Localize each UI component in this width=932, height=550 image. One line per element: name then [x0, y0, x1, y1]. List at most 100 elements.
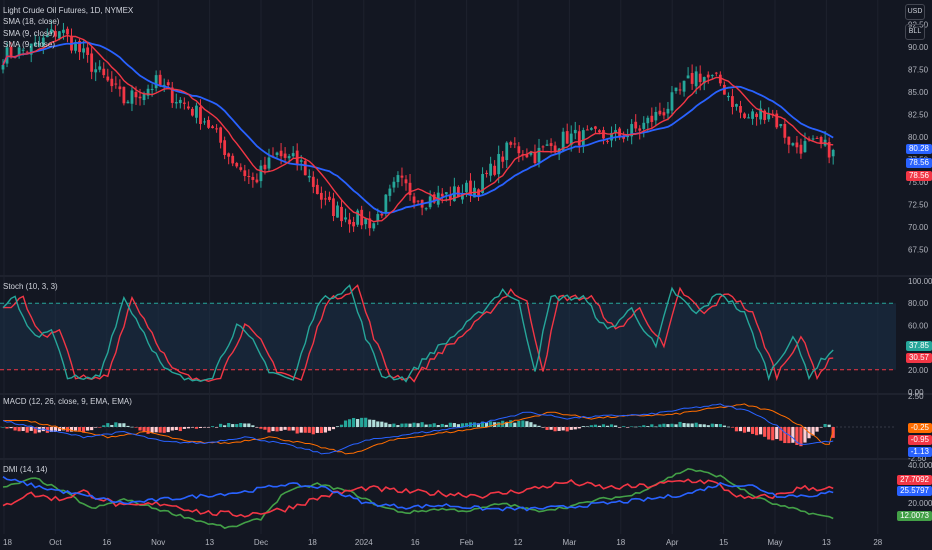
macd-histogram-bar	[17, 427, 21, 432]
macd-histogram-bar	[682, 423, 686, 427]
macd-signal-badge: -0.25	[907, 423, 932, 433]
x-tick-label: Oct	[49, 538, 62, 547]
candle-body	[610, 132, 613, 141]
macd-histogram-bar	[658, 424, 662, 427]
sma-legend-2[interactable]: SMA (9, close)	[3, 29, 56, 38]
candle-body	[614, 130, 617, 134]
macd-histogram-bar	[154, 427, 158, 433]
stoch-d-badge: 30.57	[905, 353, 932, 363]
grid-lines	[0, 0, 932, 534]
unit-button[interactable]: BLL	[905, 24, 925, 40]
candle-body	[9, 46, 13, 58]
candle-body	[376, 214, 380, 222]
macd-histogram-bar	[190, 427, 195, 428]
macd-histogram-bar	[327, 427, 332, 431]
macd-histogram-bar	[170, 427, 174, 431]
candle-body	[545, 144, 549, 146]
macd-histogram-bar	[339, 424, 344, 427]
macd-histogram-bar	[759, 427, 763, 435]
y-tick-label: 20.0000	[908, 499, 932, 508]
macd-histogram-bar	[283, 427, 287, 430]
candle-body	[517, 146, 521, 154]
candle-body	[275, 152, 279, 155]
x-tick-label: 12	[514, 538, 523, 547]
candle-body	[501, 156, 505, 162]
currency-button[interactable]: USD	[905, 4, 925, 20]
macd-histogram-bar	[750, 427, 755, 434]
candle-body	[585, 129, 589, 131]
candle-body	[686, 75, 690, 79]
candle-body	[650, 115, 654, 122]
macd-histogram-bar	[424, 424, 428, 427]
candle-body	[811, 138, 815, 140]
candle-body	[448, 194, 452, 200]
candle-body	[340, 206, 343, 222]
macd-histogram-bar	[464, 423, 469, 427]
candle-body	[360, 209, 364, 226]
macd-histogram-bar	[303, 427, 307, 433]
macd-line-badge: -1.13	[907, 447, 932, 457]
x-tick-label: 18	[616, 538, 625, 547]
macd-histogram-bar	[311, 427, 315, 435]
macd-histogram-bar	[476, 423, 481, 427]
macd-histogram-bar	[436, 425, 440, 427]
candle-body	[634, 121, 638, 129]
candle-body	[722, 84, 726, 95]
candle-body	[223, 140, 227, 156]
macd-histogram-bar	[650, 424, 654, 427]
candle-body	[485, 172, 488, 174]
candle-body	[41, 37, 45, 46]
candle-body	[158, 74, 162, 85]
macd-histogram-bar	[227, 423, 231, 427]
y-tick-label: 67.50	[908, 246, 929, 255]
dmi-minus-line	[2, 478, 834, 518]
macd-histogram-bar	[779, 427, 783, 441]
candle-body	[66, 28, 69, 35]
sma-fast-badge: 78.56	[905, 158, 932, 168]
candle-body	[553, 145, 557, 153]
candle-body	[513, 143, 517, 145]
candle-body	[456, 186, 460, 197]
macd-histogram-bar	[541, 427, 545, 428]
x-tick-label: Dec	[254, 538, 268, 547]
macd-histogram-bar	[783, 427, 787, 444]
candle-body	[215, 128, 218, 130]
candle-body	[469, 180, 472, 196]
candle-body	[166, 82, 170, 86]
macd-histogram-bar	[307, 427, 311, 433]
macd-histogram-bar	[235, 424, 239, 427]
sma-legend-3[interactable]: SMA (9, close)	[3, 40, 56, 49]
candle-body	[162, 84, 166, 86]
sma-legend-1[interactable]: SMA (18, close)	[3, 17, 60, 26]
macd-histogram-bar	[412, 422, 416, 427]
macd-histogram-bar	[674, 424, 678, 427]
macd-histogram-bar	[9, 427, 13, 429]
candle-body	[702, 77, 706, 84]
x-tick-label: 18	[308, 538, 317, 547]
macd-histogram-bar	[569, 427, 573, 430]
macd-histogram-bar	[247, 423, 251, 427]
macd-histogram-bar	[291, 427, 295, 431]
dmi-legend[interactable]: DMI (14, 14)	[3, 465, 48, 474]
macd-legend[interactable]: MACD (12, 26, close, 9, EMA, EMA)	[3, 397, 132, 406]
macd-histogram-bar	[529, 422, 533, 427]
macd-histogram-bar	[210, 426, 215, 427]
stoch-legend[interactable]: Stoch (10, 3, 3)	[3, 282, 58, 291]
candle-body	[388, 188, 392, 196]
macd-histogram-bar	[279, 427, 283, 431]
macd-histogram-bar	[335, 426, 340, 427]
candle-body	[594, 126, 597, 129]
candle-body	[529, 152, 533, 155]
macd-histogram-bar	[166, 427, 170, 433]
macd-histogram-bar	[86, 427, 90, 431]
candle-body	[739, 106, 742, 113]
candle-body	[791, 143, 795, 146]
macd-histogram-bar	[380, 421, 384, 427]
macd-histogram-bar	[480, 421, 485, 427]
macd-histogram-bar	[33, 427, 37, 434]
macd-histogram-bar	[642, 425, 646, 427]
candle-body	[743, 113, 746, 118]
macd-histogram-bar	[323, 427, 327, 433]
macd-histogram-bar	[255, 427, 259, 428]
